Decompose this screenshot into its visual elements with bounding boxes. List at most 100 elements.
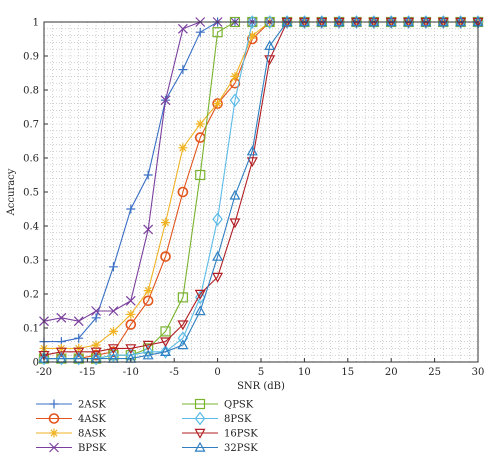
data-point-marker [177,186,189,198]
data-point-marker [107,344,119,355]
legend-item-bpsk: BPSK [36,442,107,454]
y-tick-label: 0.5 [23,188,39,199]
data-point-marker [213,99,223,109]
data-point-marker [91,306,102,316]
data-point-marker [38,351,50,366]
x-tick-label: 5 [258,367,264,378]
data-point-marker [142,349,154,360]
legend-marker [49,442,59,453]
data-point-marker [212,27,223,38]
data-point-marker [177,320,189,331]
data-point-marker [108,262,118,272]
legend-marker [194,398,206,410]
legend-marker [49,399,59,409]
data-point-marker [177,339,189,350]
data-point-marker [230,71,240,81]
data-point-marker [194,290,206,305]
x-axis-label: SNR (dB) [237,381,285,392]
data-point-marker [229,93,241,108]
legend-label: 32PSK [224,443,258,454]
y-tick-label: 0.8 [23,86,39,97]
legend-marker [194,441,206,452]
data-point-marker [125,344,137,355]
legend-label: QPSK [224,400,254,411]
data-point-marker [143,286,153,296]
data-point-marker [108,348,119,363]
legend-item-8psk: 8PSK [182,411,252,426]
series-line [43,21,478,356]
x-tick-label: 0 [214,367,220,378]
x-tick-label: 20 [385,367,398,378]
data-point-marker [125,295,136,306]
data-point-marker [212,250,224,261]
data-point-marker [73,316,84,327]
legend-label: 16PSK [224,429,258,440]
data-point-marker [73,351,84,366]
data-point-marker [56,312,67,323]
data-point-marker [195,27,205,37]
data-point-marker [91,313,101,323]
legend-label: 8PSK [224,414,252,425]
data-point-marker [229,218,241,229]
legend-item-8ask: 8ASK [36,428,106,440]
data-point-marker [160,344,171,359]
legend-marker [48,413,60,424]
legend-item-32psk: 32PSK [182,441,258,454]
legend-item-2ask: 2ASK [36,399,106,411]
legend-item-16psk: 16PSK [182,429,258,440]
legend-item-qpsk: QPSK [182,398,254,411]
data-point-marker [142,344,154,359]
data-point-marker [143,343,154,354]
data-point-marker [142,340,154,351]
y-tick-label: 0 [33,358,39,369]
x-tick-label: 10 [298,367,311,378]
x-tick-label: 30 [472,367,485,378]
data-point-marker [56,351,67,366]
data-point-marker [125,319,137,330]
axis-ticks: -20 -15 -10 -5 0 5 10 15 20 25 30 0 0.1 0.2 0.3 0.4 0.5 0… [23,18,484,379]
y-tick-label: 0.3 [23,256,39,267]
data-point-marker [160,95,171,106]
data-point-marker [229,189,241,200]
legend-marker [194,411,206,426]
data-point-marker [161,218,171,228]
x-tick-label: -10 [123,367,139,378]
data-point-marker [177,292,188,303]
y-tick-label: 0.4 [23,222,39,233]
data-point-marker [195,169,206,181]
y-tick-label: 0.6 [23,154,39,165]
x-tick-label: -5 [169,367,179,378]
x-tick-label: 15 [341,367,354,378]
data-point-marker [246,157,258,168]
data-point-marker [177,23,188,34]
data-point-marker [264,15,275,29]
data-point-marker [143,224,154,235]
data-point-marker [160,346,172,356]
legend-label: BPSK [78,443,107,454]
x-tick-label: 25 [428,367,441,378]
data-point-marker [126,204,136,214]
y-tick-label: 0.9 [23,52,39,63]
y-axis-label: Accuracy [6,168,17,216]
legend-label: 4ASK [78,414,106,425]
legend-item-4ask: 4ASK [36,413,106,425]
data-point-marker [246,145,258,156]
legend-marker [194,428,206,439]
y-tick-label: 0.7 [23,120,39,131]
data-point-marker [160,337,172,348]
data-point-marker [160,251,171,262]
data-point-marker [178,143,188,153]
data-point-marker [91,340,101,350]
data-point-marker [108,306,119,316]
x-tick-label: -20 [36,367,52,378]
legend-label: 8ASK [78,429,106,440]
data-point-marker [247,15,258,29]
x-tick-label: -15 [79,367,95,378]
data-point-marker [194,305,206,316]
data-point-marker [178,65,188,75]
data-point-marker [126,309,136,319]
y-tick-label: 0.1 [23,324,39,335]
legend-label: 2ASK [78,400,106,411]
data-point-marker [74,333,84,343]
